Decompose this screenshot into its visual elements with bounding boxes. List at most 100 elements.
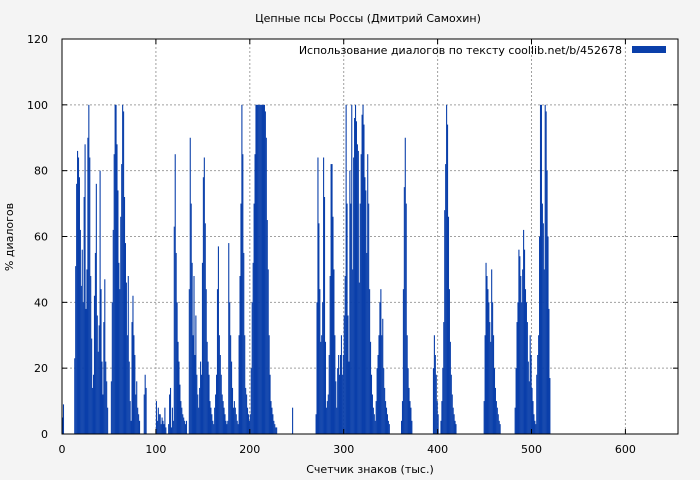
bar — [248, 420, 250, 434]
ticks-layer: 0 20 40 60 80 100 120 0 100 200 300 400 500 600 — [27, 33, 678, 456]
bar — [534, 420, 536, 434]
bar — [273, 420, 275, 434]
bar — [352, 269, 354, 434]
bar — [494, 387, 496, 434]
bar — [105, 361, 107, 434]
bar — [101, 361, 103, 434]
bar — [227, 420, 229, 434]
bar — [225, 420, 227, 434]
bar — [245, 387, 247, 434]
bar — [382, 318, 384, 434]
bar — [387, 420, 389, 434]
bar — [230, 335, 232, 434]
bar — [98, 325, 100, 435]
bar — [191, 262, 193, 434]
chart-title: Цепные псы Россы (Дмитрий Самохин) — [255, 12, 481, 25]
bar — [259, 104, 261, 434]
bar — [242, 154, 244, 434]
y-tick-label: 100 — [27, 99, 48, 112]
bar — [200, 374, 203, 434]
bar — [114, 104, 116, 434]
bar — [185, 424, 187, 435]
bar — [376, 368, 378, 434]
bar — [79, 229, 81, 434]
bar — [486, 276, 488, 434]
bar — [224, 414, 226, 434]
bar — [337, 368, 339, 434]
bar — [84, 144, 86, 434]
bar — [143, 394, 145, 434]
bar — [447, 124, 449, 434]
bar — [91, 338, 93, 434]
bar — [434, 355, 436, 434]
bar — [215, 394, 217, 434]
bar — [339, 374, 341, 434]
bar — [405, 203, 407, 434]
bar — [237, 424, 239, 435]
bar — [444, 210, 446, 434]
y-tick-label: 40 — [34, 296, 48, 309]
bar — [102, 394, 104, 434]
bar — [226, 424, 228, 435]
bar — [539, 236, 541, 434]
bar — [359, 203, 361, 434]
bar — [116, 144, 118, 434]
bar — [145, 387, 147, 434]
bar — [346, 203, 348, 434]
bar — [223, 407, 225, 434]
bar — [324, 341, 327, 434]
bar — [265, 137, 267, 434]
bar — [493, 335, 495, 434]
bar — [124, 243, 126, 434]
bar — [156, 420, 158, 434]
bar — [184, 420, 186, 434]
bar — [246, 407, 249, 434]
bar — [112, 229, 114, 434]
bar — [523, 229, 525, 434]
bar — [518, 249, 520, 434]
legend-label: Использование диалогов по тексту coollib… — [299, 44, 622, 57]
bar — [206, 341, 208, 434]
bar — [256, 104, 258, 434]
bar — [76, 183, 78, 434]
bar — [436, 401, 438, 434]
bar — [216, 374, 218, 434]
bar — [443, 322, 445, 434]
bar — [401, 401, 404, 434]
x-tick-label: 500 — [521, 443, 542, 456]
bar — [441, 401, 443, 434]
bar — [249, 414, 251, 434]
bar — [408, 387, 410, 434]
bar — [203, 157, 205, 434]
bar — [250, 368, 252, 434]
bar — [161, 417, 163, 434]
bar — [251, 302, 253, 434]
bar — [499, 424, 501, 435]
bar — [172, 420, 174, 434]
bar — [531, 387, 533, 434]
bar — [322, 302, 324, 434]
bar — [547, 236, 549, 434]
bar — [87, 137, 89, 434]
bar — [409, 401, 411, 434]
bar — [118, 262, 120, 434]
bar — [199, 387, 201, 434]
bar — [380, 289, 382, 434]
legend: Использование диалогов по тексту coollib… — [299, 44, 666, 57]
bar — [325, 407, 327, 434]
bar — [542, 223, 544, 434]
bar — [208, 374, 210, 434]
bar — [74, 358, 76, 434]
bar — [270, 401, 272, 434]
bar — [127, 276, 129, 434]
bar — [246, 394, 248, 434]
bar — [363, 124, 365, 434]
bar — [138, 414, 140, 434]
bar — [62, 404, 65, 435]
bar — [344, 276, 346, 434]
bar — [537, 355, 539, 434]
bar — [218, 335, 220, 434]
bar — [165, 427, 167, 434]
bar — [85, 308, 87, 434]
bar — [117, 190, 119, 434]
